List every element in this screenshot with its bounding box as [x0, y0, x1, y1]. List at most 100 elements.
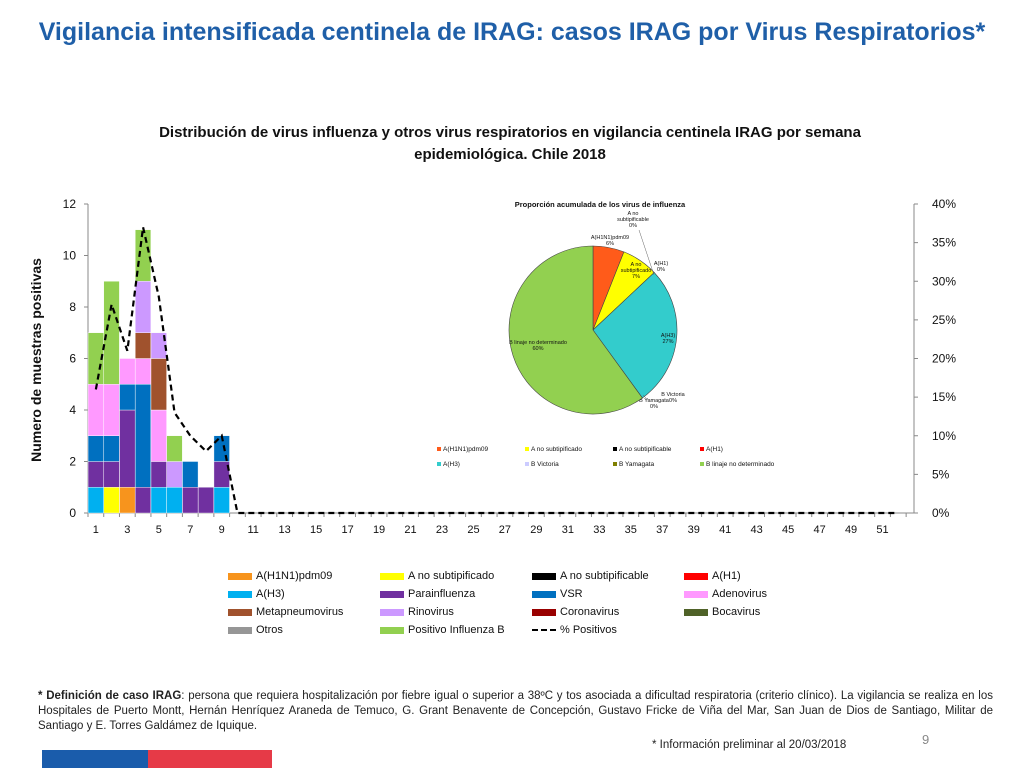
legend-swatch — [380, 608, 404, 616]
legend-label: Otros — [256, 624, 283, 636]
legend-swatch — [532, 608, 556, 616]
x-tick-label: 35 — [625, 524, 637, 536]
legend-item: A no subtipificado — [380, 569, 494, 583]
y2-tick-label: 40% — [932, 197, 956, 211]
legend-label: Bocavirus — [712, 606, 761, 618]
bar-segment — [119, 358, 136, 385]
legend-label: Adenovirus — [712, 588, 768, 600]
y-tick-label: 12 — [63, 197, 77, 211]
bar-segment — [119, 409, 136, 488]
y-axis-label: Numero de muestras positivas — [28, 258, 44, 462]
footnote-text: : persona que requiera hospitalización p… — [38, 690, 993, 732]
pie-legend-swatch — [613, 462, 617, 466]
pie-chart: Proporción acumulada de los virus de inf… — [437, 200, 775, 468]
legend-swatch — [228, 572, 252, 580]
x-tick-label: 15 — [310, 524, 322, 536]
y-tick-label: 0 — [69, 506, 76, 520]
x-tick-label: 9 — [219, 524, 225, 536]
bar-segment — [150, 332, 167, 359]
bar-segment — [103, 281, 120, 385]
pie-label: A(H1) 0% — [654, 261, 669, 273]
pie-label: B Yamagata 0% — [639, 398, 670, 410]
x-tick-label: 43 — [751, 524, 763, 536]
legend-swatch — [532, 590, 556, 598]
x-tick-label: 25 — [467, 524, 479, 536]
x-tick-label: 31 — [562, 524, 574, 536]
legend-item: Bocavirus — [684, 605, 760, 619]
bar-segment — [119, 384, 136, 411]
y2-tick-label: 25% — [932, 313, 956, 327]
y2-tick-label: 30% — [932, 274, 956, 288]
legend-item: Parainfluenza — [380, 587, 475, 601]
x-tick-label: 11 — [247, 524, 258, 536]
legend-swatch — [380, 626, 404, 634]
bar-segment — [135, 332, 152, 359]
pie-label: A(H3) 27% — [661, 333, 676, 345]
legend-label: A(H3) — [256, 588, 285, 600]
pie-legend-label: A no subtipificable — [619, 446, 672, 453]
y2-tick-label: 0% — [932, 506, 950, 520]
legend-swatch — [684, 608, 708, 616]
y-tick-label: 2 — [69, 455, 76, 469]
y-tick-label: 6 — [69, 352, 76, 366]
x-tick-label: 17 — [341, 524, 353, 536]
pie-legend-swatch — [525, 447, 529, 451]
x-tick-label: 45 — [782, 524, 794, 536]
x-tick-label: 29 — [530, 524, 542, 536]
y-tick-label: 4 — [69, 403, 76, 417]
x-tick-label: 51 — [876, 524, 888, 536]
legend-label: A no subtipificado — [408, 570, 495, 582]
x-tick-label: 23 — [436, 524, 448, 536]
chart-bars — [87, 229, 230, 514]
pie-legend-swatch — [437, 447, 441, 451]
pie-legend-swatch — [700, 462, 704, 466]
legend-label: % Positivos — [560, 624, 617, 636]
x-tick-label: 47 — [813, 524, 825, 536]
x-tick-label: 41 — [719, 524, 731, 536]
legend-item: Positivo Influenza B — [380, 623, 505, 637]
bar-segment — [166, 435, 183, 462]
bar-segment — [150, 487, 167, 514]
legend-item: A(H1N1)pdm09 — [228, 569, 332, 583]
legend-item: A(H3) — [228, 587, 285, 601]
bar-segment — [87, 487, 104, 514]
x-tick-label: 1 — [93, 524, 99, 536]
legend-label: A(H1N1)pdm09 — [256, 570, 333, 582]
page-number: 9 — [922, 732, 930, 747]
pie-slice — [508, 245, 643, 415]
bar-segment — [166, 487, 183, 514]
pie-label: A(H1N1)pdm09 6% — [591, 235, 629, 247]
bar-segment — [135, 281, 152, 333]
pie-legend-swatch — [700, 447, 704, 451]
legend-label: Coronavirus — [560, 606, 620, 618]
legend-item: % Positivos — [532, 623, 617, 637]
footer-bar-blue — [42, 750, 148, 768]
pie-leader — [638, 229, 655, 276]
legend-label: Positivo Influenza B — [408, 624, 505, 636]
bar-segment — [103, 384, 120, 436]
pie-legend-label: B linaje no determinado — [706, 461, 775, 468]
bar-segment — [87, 461, 104, 488]
bar-segment — [182, 487, 199, 514]
legend-item: Metapneumovirus — [228, 605, 343, 619]
legend-swatch — [380, 590, 404, 598]
legend-label: VSR — [560, 588, 583, 600]
pie-label: A no subtipificable 0% — [617, 211, 649, 229]
bar-segment — [150, 358, 167, 411]
x-tick-label: 19 — [373, 524, 385, 536]
footnote: * Definición de caso IRAG: persona que r… — [38, 689, 993, 734]
x-tick-label: 5 — [156, 524, 162, 536]
pie-slice — [592, 272, 678, 399]
bar-segment — [182, 461, 199, 488]
legend-label: A(H1) — [712, 570, 741, 582]
pie-legend-label: A no subtipificado — [531, 446, 582, 453]
preliminary-note: * Información preliminar al 20/03/2018 — [652, 739, 847, 751]
pie-legend-label: A(H3) — [443, 461, 460, 468]
x-tick-label: 37 — [656, 524, 668, 536]
legend-item: A no subtipificable — [532, 569, 649, 583]
y-tick-label: 10 — [63, 249, 77, 263]
legend-swatch — [228, 608, 252, 616]
legend-label: Parainfluenza — [408, 588, 476, 600]
bar-segment — [150, 461, 167, 488]
